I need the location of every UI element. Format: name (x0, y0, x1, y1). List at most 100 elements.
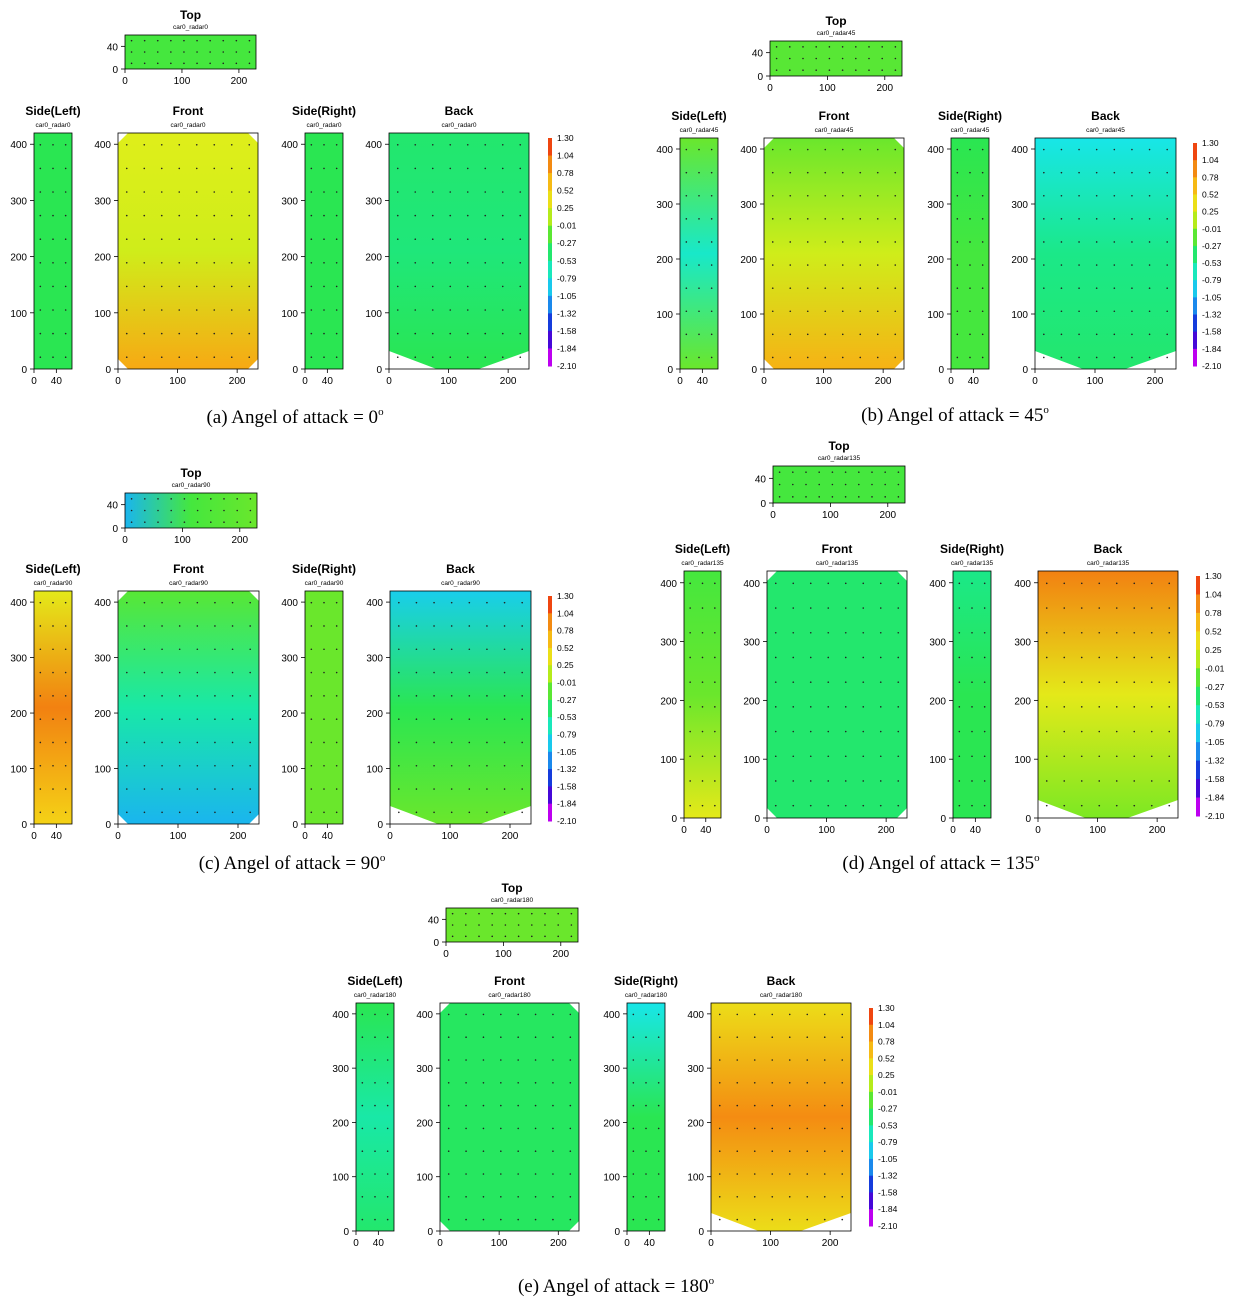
sample-point (447, 1218, 450, 1221)
sample-point (491, 935, 494, 938)
sample-point (1080, 582, 1083, 585)
view-subtitle: car0_radar90 (172, 482, 211, 489)
y-tick-label: 200 (929, 696, 946, 707)
sample-point (144, 498, 146, 500)
sample-point (788, 1196, 791, 1198)
sample-point (552, 1059, 554, 1061)
sample-point (823, 1059, 826, 1061)
sample-point (701, 706, 704, 708)
sample-point (64, 332, 67, 335)
x-tick-label: 0 (31, 831, 37, 842)
sample-point (958, 780, 961, 782)
heatmap-field (953, 571, 991, 818)
sample-point (775, 57, 778, 60)
sample-point (774, 804, 777, 807)
sample-point (236, 521, 238, 523)
sample-point (52, 601, 54, 604)
sample-point (503, 764, 506, 767)
sample-point (449, 238, 452, 240)
sample-point (792, 483, 794, 486)
sample-point (802, 57, 804, 60)
colorbar-segment (1193, 228, 1197, 247)
sample-point (248, 238, 251, 240)
sample-point (449, 214, 452, 217)
colorbar-tick-label: -0.01 (1202, 224, 1222, 234)
sample-point (1078, 264, 1080, 266)
sample-point (465, 1082, 467, 1084)
sample-point (310, 625, 313, 627)
sample-point (447, 1196, 450, 1198)
sample-point (685, 356, 688, 359)
sample-point (64, 625, 67, 627)
sample-point (981, 310, 984, 313)
sample-point (1063, 656, 1066, 659)
sample-point (714, 730, 716, 733)
sample-point (160, 262, 163, 264)
heatmap-field (125, 35, 256, 69)
colorbar-segment (869, 1175, 873, 1193)
sample-point (143, 811, 146, 814)
sample-point (361, 1196, 364, 1198)
sample-point (249, 625, 251, 627)
sample-point (468, 671, 471, 674)
plot-frame (389, 590, 532, 825)
sample-point (214, 695, 216, 697)
y-tick-label: 200 (660, 696, 677, 707)
colorbar-tick-label: -1.05 (557, 747, 577, 757)
sample-point (844, 496, 847, 498)
sample-point (1043, 264, 1045, 266)
y-tick-label: 0 (757, 72, 763, 83)
x-tick-label: 40 (644, 1238, 656, 1249)
sample-point (1148, 356, 1151, 359)
sample-point (335, 332, 338, 335)
view-subtitle: car0_radar0 (441, 122, 476, 129)
view-subtitle: car0_radar45 (815, 127, 854, 134)
sample-point (859, 194, 862, 197)
sample-point (323, 718, 325, 720)
sample-point (39, 144, 42, 146)
view-title: Side(Right) (614, 974, 678, 988)
y-tick-label: 100 (927, 310, 944, 321)
sample-point (213, 285, 216, 288)
view-subtitle: car0_radar180 (625, 992, 668, 999)
sample-point (465, 924, 467, 926)
sample-point (788, 1059, 791, 1061)
sample-point (824, 148, 827, 151)
sample-point (844, 471, 847, 473)
sample-point (178, 695, 181, 697)
view-subtitle: car0_radar0 (173, 24, 208, 31)
sample-point (685, 171, 688, 174)
sample-point (868, 46, 870, 48)
sample-point (894, 46, 897, 48)
sample-point (64, 648, 67, 651)
colorbar-segment (548, 734, 552, 753)
sample-point (534, 1036, 537, 1038)
sample-point (645, 1013, 647, 1016)
colorbar-tick-label: -0.79 (878, 1137, 898, 1147)
sample-point (792, 471, 794, 473)
sample-point (126, 695, 128, 697)
sample-point (828, 69, 831, 71)
sample-point (958, 656, 961, 659)
sample-point (710, 356, 713, 359)
sample-point (956, 171, 959, 174)
sample-point (1078, 356, 1080, 359)
sample-point (517, 1127, 519, 1130)
y-tick-label: 200 (603, 1118, 620, 1129)
sample-point (484, 214, 487, 217)
sample-point (698, 333, 700, 336)
sample-point (879, 607, 882, 609)
sample-point (1045, 780, 1048, 782)
sample-point (64, 788, 67, 790)
colorbar-tick-label: 0.78 (878, 1037, 895, 1047)
y-tick-label: 0 (1022, 365, 1028, 376)
sample-point (806, 1036, 809, 1038)
sample-point (1095, 264, 1098, 266)
sample-point (534, 1059, 537, 1061)
sample-point (249, 718, 251, 720)
sample-point (645, 1173, 647, 1175)
plot-frame (445, 907, 579, 943)
